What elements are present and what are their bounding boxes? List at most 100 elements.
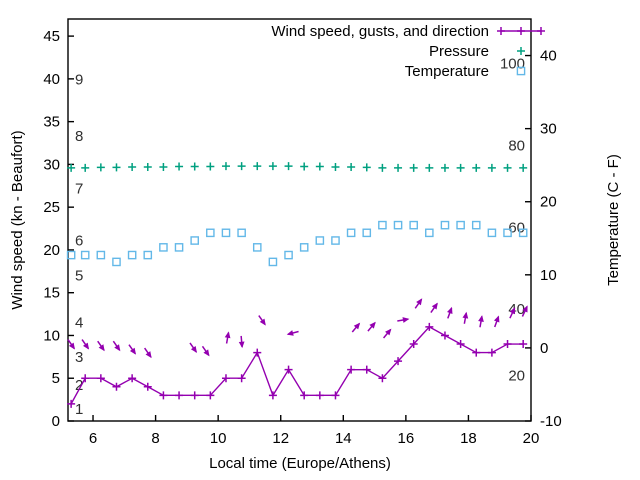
- data-point-marker: [96, 374, 105, 383]
- data-point-marker: [425, 322, 434, 331]
- wind-arrow-head: [286, 330, 294, 336]
- wind-arrow: [144, 347, 152, 359]
- wind-arrow-head: [145, 351, 152, 359]
- series-2: [66, 220, 528, 267]
- wind-arrow-head: [353, 322, 361, 330]
- y-right-axis: -10 0 10 20 30 40: [525, 48, 562, 430]
- beaufort-label: 1: [75, 401, 83, 418]
- x-axis: 6 8 10 12 14 16 18 20: [89, 415, 539, 447]
- beaufort-label: 7: [75, 180, 83, 197]
- y-left-tick-label: 45: [43, 28, 60, 45]
- y-left-tick-label: 5: [52, 370, 60, 387]
- data-point-marker: [503, 163, 512, 172]
- data-point-marker: [471, 220, 481, 230]
- fahrenheit-label: 100: [500, 55, 525, 72]
- wind-arrow-head: [68, 342, 75, 350]
- data-point-marker: [253, 348, 262, 357]
- wind-arrow-head: [259, 318, 266, 326]
- data-point-marker: [268, 162, 277, 171]
- y-right-tick-label: 10: [540, 267, 557, 284]
- y-right-tick-label: 0: [540, 340, 548, 357]
- data-point-marker: [81, 163, 90, 172]
- x-tick-label: 20: [523, 430, 540, 447]
- wind-arrow-head: [203, 349, 210, 357]
- data-point-marker: [347, 365, 356, 374]
- wind-arrow: [493, 315, 500, 328]
- wind-arrow: [189, 342, 197, 353]
- data-point-marker: [487, 163, 496, 172]
- beaufort-label: 4: [75, 315, 83, 332]
- wind-arrow-head: [114, 344, 121, 352]
- wind-arrow-head: [431, 302, 438, 310]
- data-point-marker: [284, 365, 293, 374]
- wind-arrow: [521, 305, 528, 317]
- wind-arrow: [478, 315, 484, 328]
- data-point-marker: [175, 391, 184, 400]
- wind-arrow: [97, 340, 105, 352]
- series-0: [67, 322, 528, 408]
- data-point-marker: [331, 236, 340, 245]
- data-point-marker: [362, 228, 372, 238]
- data-point-marker: [503, 340, 512, 349]
- data-point-marker: [174, 243, 184, 252]
- data-point-marker: [237, 374, 246, 383]
- beaufort-label: 5: [75, 268, 83, 285]
- wind-arrow-head: [224, 331, 231, 339]
- wind-arrow-head: [522, 305, 528, 313]
- data-point-marker: [394, 357, 403, 366]
- x-tick-label: 8: [151, 430, 159, 447]
- data-point-marker: [300, 162, 309, 171]
- y-axis-left-title: Wind speed (kn - Beaufort): [9, 130, 26, 309]
- data-point-marker: [440, 331, 449, 340]
- data-point-marker: [112, 257, 121, 267]
- data-point-marker: [315, 162, 324, 171]
- wind-arrow: [81, 339, 90, 350]
- data-point-marker: [362, 163, 371, 172]
- y-left-tick-label: 30: [43, 156, 60, 173]
- data-point-marker: [143, 162, 152, 171]
- data-point-marker: [315, 236, 325, 245]
- data-point-marker: [517, 27, 525, 35]
- wind-arrow: [447, 306, 453, 319]
- y-left-tick-label: 35: [43, 114, 60, 131]
- wind-arrow-head: [509, 307, 516, 315]
- data-point-marker: [190, 391, 199, 400]
- wind-arrow: [351, 322, 361, 333]
- data-point-marker: [440, 163, 449, 172]
- wind-arrow: [509, 307, 516, 319]
- wind-arrow: [128, 344, 136, 355]
- wind-arrow: [397, 317, 410, 323]
- series-1: [67, 162, 528, 172]
- data-point-marker: [143, 382, 152, 391]
- data-point-marker: [175, 162, 184, 171]
- data-point-marker: [517, 47, 525, 55]
- data-point-marker: [456, 163, 465, 172]
- data-point-marker: [284, 162, 293, 171]
- x-tick-label: 18: [460, 430, 477, 447]
- data-point-marker: [497, 27, 505, 35]
- data-point-marker: [516, 66, 526, 76]
- wind-arrow-head: [416, 298, 423, 306]
- data-point-marker: [472, 348, 481, 357]
- wind-arrow-head: [402, 317, 410, 323]
- data-point-marker: [221, 228, 231, 238]
- data-point-marker: [206, 162, 215, 171]
- data-series-layer: [66, 162, 528, 408]
- data-point-marker: [252, 243, 262, 252]
- legend-label: Wind speed, gusts, and direction: [271, 23, 489, 40]
- x-tick-label: 10: [210, 430, 227, 447]
- beaufort-label: 3: [75, 349, 83, 366]
- data-point-marker: [519, 340, 528, 349]
- beaufort-label: 2: [75, 377, 83, 394]
- data-point-marker: [425, 228, 434, 238]
- x-tick-label: 12: [272, 430, 289, 447]
- data-point-marker: [112, 382, 121, 391]
- wind-arrow: [112, 340, 121, 352]
- y-left-tick-label: 0: [52, 413, 60, 430]
- series-line: [70, 326, 524, 405]
- wind-arrow-head: [129, 347, 136, 355]
- data-point-marker: [159, 243, 168, 252]
- legend-label: Pressure: [429, 43, 489, 60]
- wind-arrow: [462, 311, 469, 324]
- data-point-marker: [425, 163, 434, 172]
